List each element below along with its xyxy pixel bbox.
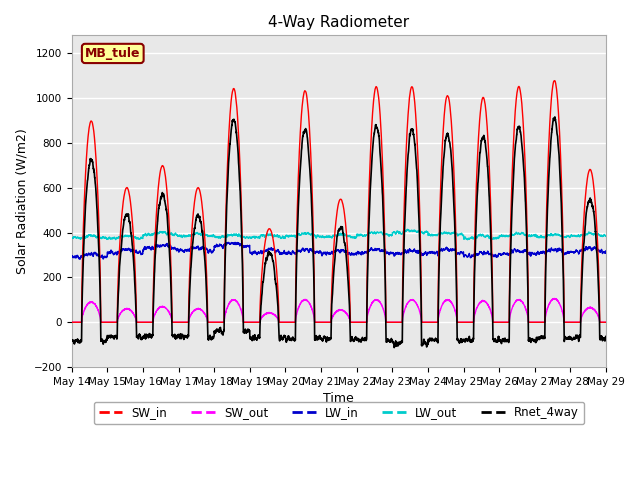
LW_in xyxy=(429,250,437,256)
X-axis label: Time: Time xyxy=(323,392,354,405)
SW_in xyxy=(551,78,559,84)
LW_in xyxy=(164,243,172,249)
Rnet_4way xyxy=(602,335,610,340)
LW_in xyxy=(602,248,610,254)
LW_out xyxy=(429,233,436,239)
Line: SW_out: SW_out xyxy=(72,299,606,322)
LW_in xyxy=(319,251,327,256)
SW_in xyxy=(489,308,497,314)
SW_out xyxy=(164,307,172,313)
SW_out xyxy=(602,319,609,325)
SW_in xyxy=(459,319,467,325)
Line: LW_out: LW_out xyxy=(72,229,606,240)
SW_out xyxy=(68,319,76,325)
SW_in xyxy=(164,197,172,203)
LW_in xyxy=(459,251,467,256)
Rnet_4way xyxy=(164,222,172,228)
Rnet_4way xyxy=(551,114,559,120)
SW_out xyxy=(319,319,326,325)
Legend: SW_in, SW_out, LW_in, LW_out, Rnet_4way: SW_in, SW_out, LW_in, LW_out, Rnet_4way xyxy=(94,402,584,424)
SW_out xyxy=(602,319,610,325)
LW_out xyxy=(68,235,76,241)
LW_in xyxy=(68,254,76,260)
Title: 4-Way Radiometer: 4-Way Radiometer xyxy=(268,15,410,30)
Rnet_4way xyxy=(602,335,609,341)
Rnet_4way xyxy=(489,335,497,341)
LW_out xyxy=(489,236,497,241)
SW_out xyxy=(550,296,558,301)
SW_in xyxy=(602,319,609,325)
Line: Rnet_4way: Rnet_4way xyxy=(72,117,606,348)
LW_out xyxy=(459,232,467,238)
SW_out xyxy=(489,319,497,324)
SW_in xyxy=(429,319,436,325)
Line: SW_in: SW_in xyxy=(72,81,606,322)
SW_in xyxy=(602,319,610,325)
Rnet_4way xyxy=(68,338,76,344)
Rnet_4way xyxy=(390,345,398,350)
SW_out xyxy=(459,319,467,325)
SW_in xyxy=(319,319,326,325)
SW_out xyxy=(429,319,436,325)
LW_in xyxy=(99,256,107,262)
LW_out xyxy=(164,230,172,236)
LW_out xyxy=(403,227,411,232)
LW_out xyxy=(602,233,610,239)
Rnet_4way xyxy=(429,337,436,343)
Line: LW_in: LW_in xyxy=(72,242,606,259)
LW_out xyxy=(602,233,609,239)
Y-axis label: Solar Radiation (W/m2): Solar Radiation (W/m2) xyxy=(15,128,28,274)
Rnet_4way xyxy=(319,338,326,344)
LW_out xyxy=(463,237,471,242)
LW_in xyxy=(602,249,609,255)
LW_in xyxy=(231,240,239,245)
Rnet_4way xyxy=(459,338,467,344)
LW_in xyxy=(489,252,497,258)
LW_out xyxy=(319,233,326,239)
SW_in xyxy=(68,319,76,325)
Text: MB_tule: MB_tule xyxy=(85,47,141,60)
